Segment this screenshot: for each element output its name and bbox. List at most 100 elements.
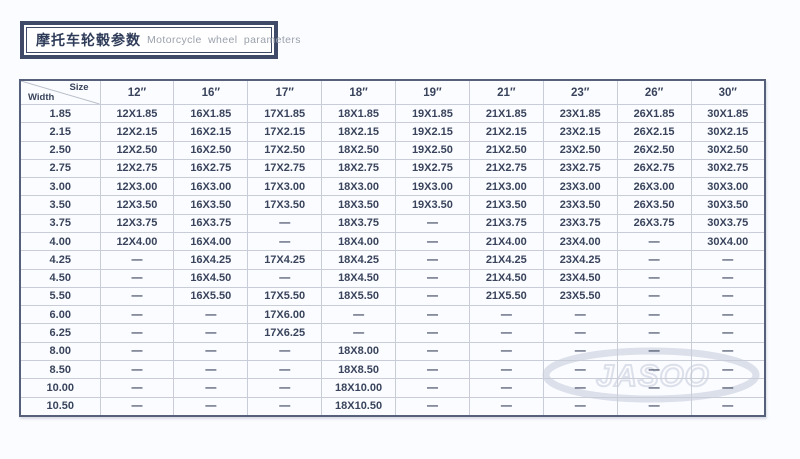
size-cell: — bbox=[616, 359, 692, 380]
size-cell: 21X3.75 bbox=[468, 213, 544, 233]
column-header: 12″ bbox=[99, 79, 175, 105]
corner-size-label: Size bbox=[69, 82, 89, 93]
size-cell: — bbox=[690, 359, 766, 380]
size-cell: 18X8.00 bbox=[321, 341, 396, 361]
size-cell: 16X5.50 bbox=[173, 286, 249, 307]
size-cell: 17X1.85 bbox=[247, 103, 323, 124]
size-cell: 18X1.85 bbox=[321, 103, 396, 124]
size-cell: 30X2.15 bbox=[690, 122, 766, 142]
size-cell: 21X4.25 bbox=[468, 250, 544, 270]
size-cell: — bbox=[99, 250, 175, 270]
size-cell: 21X2.15 bbox=[468, 122, 544, 142]
size-cell: 17X2.75 bbox=[247, 158, 323, 179]
size-cell: 16X2.50 bbox=[173, 140, 249, 160]
size-cell: 26X2.75 bbox=[616, 158, 692, 179]
column-header: 19″ bbox=[395, 79, 470, 105]
diagonal-line bbox=[21, 81, 99, 104]
size-cell: — bbox=[99, 305, 175, 325]
size-cell: 12X3.00 bbox=[99, 177, 175, 197]
size-cell: — bbox=[542, 305, 618, 325]
size-cell: — bbox=[690, 378, 766, 398]
row-width-header: 6.00 bbox=[19, 305, 101, 325]
size-cell: 21X5.50 bbox=[468, 286, 544, 307]
table-row: 10.50— — —18X10.50— — — — — bbox=[19, 396, 766, 417]
size-cell: — bbox=[247, 341, 323, 361]
size-cell: — bbox=[395, 323, 470, 343]
size-cell: — bbox=[247, 213, 323, 233]
row-width-header: 3.75 bbox=[19, 213, 101, 233]
row-width-header: 8.00 bbox=[19, 341, 101, 361]
size-cell: 18X5.50 bbox=[321, 286, 396, 307]
size-cell: 18X8.50 bbox=[321, 359, 396, 380]
title-box: 摩托车轮毂参数 Motorcycle wheel parameters bbox=[20, 21, 301, 59]
row-width-header: 3.50 bbox=[19, 195, 101, 215]
size-cell: 23X3.50 bbox=[542, 195, 618, 215]
size-cell: 23X4.00 bbox=[542, 231, 618, 252]
size-cell: 18X4.25 bbox=[321, 250, 396, 270]
size-cell: — bbox=[690, 396, 766, 417]
size-cell: 23X4.50 bbox=[542, 268, 618, 288]
table-row: 4.50—16X4.50—18X4.50—21X4.50 23X4.50— — bbox=[19, 268, 766, 288]
size-cell: 21X4.50 bbox=[468, 268, 544, 288]
size-cell: 16X4.25 bbox=[173, 250, 249, 270]
size-cell: — bbox=[616, 323, 692, 343]
wheel-parameters-table: Size Width 12″ 16″ 17″ 18″ 19″ 21″ 23″ 26″ 30″ 1… bbox=[19, 79, 766, 417]
table-row: 2.15 12X2.15 16X2.15 17X2.15 18X2.15 19X2.15 2… bbox=[19, 122, 766, 142]
size-cell: 30X3.00 bbox=[690, 177, 766, 197]
size-cell: — bbox=[173, 341, 249, 361]
size-cell: 26X2.50 bbox=[616, 140, 692, 160]
size-cell: — bbox=[395, 268, 470, 288]
size-cell: — bbox=[616, 268, 692, 288]
table-row: 3.75 12X3.75 16X3.75—18X3.75—21X3.75 23X3.7… bbox=[19, 213, 766, 233]
size-cell: 23X3.75 bbox=[542, 213, 618, 233]
table-row: 3.00 12X3.00 16X3.00 17X3.00 18X3.00 19X3.00 2… bbox=[19, 177, 766, 197]
size-cell: 17X2.50 bbox=[247, 140, 323, 160]
size-cell: — bbox=[616, 396, 692, 417]
size-cell: — bbox=[616, 378, 692, 398]
size-cell: 16X3.00 bbox=[173, 177, 249, 197]
size-cell: — bbox=[468, 305, 544, 325]
size-cell: 12X4.00 bbox=[99, 231, 175, 252]
size-cell: 17X2.15 bbox=[247, 122, 323, 142]
size-cell: 17X3.00 bbox=[247, 177, 323, 197]
size-cell: — bbox=[99, 268, 175, 288]
title-box-content: 摩托车轮毂参数 Motorcycle wheel parameters bbox=[26, 27, 301, 53]
size-cell: 18X2.75 bbox=[321, 158, 396, 179]
row-width-header: 10.00 bbox=[19, 378, 101, 398]
row-width-header: 6.25 bbox=[19, 323, 101, 343]
size-cell: — bbox=[247, 359, 323, 380]
size-cell: 16X1.85 bbox=[173, 103, 249, 124]
size-cell: 19X3.00 bbox=[395, 177, 470, 197]
size-cell: 30X3.75 bbox=[690, 213, 766, 233]
row-width-header: 3.00 bbox=[19, 177, 101, 197]
size-cell: — bbox=[173, 359, 249, 380]
size-cell: 19X2.75 bbox=[395, 158, 470, 179]
size-cell: — bbox=[99, 359, 175, 380]
table-row: 6.00— —17X6.00— — — — — — bbox=[19, 305, 766, 325]
size-cell: — bbox=[247, 268, 323, 288]
size-cell: — bbox=[468, 378, 544, 398]
size-cell: 18X3.00 bbox=[321, 177, 396, 197]
size-cell: 17X6.25 bbox=[247, 323, 323, 343]
size-cell: 23X2.75 bbox=[542, 158, 618, 179]
size-cell: 23X3.00 bbox=[542, 177, 618, 197]
size-cell: 26X3.75 bbox=[616, 213, 692, 233]
table-row: 3.50 12X3.50 16X3.50 17X3.50 18X3.50 19X3.50 2… bbox=[19, 195, 766, 215]
size-cell: — bbox=[173, 323, 249, 343]
table-row: 1.85 12X1.85 16X1.85 17X1.85 18X1.85 19X1.85 2… bbox=[19, 103, 766, 124]
row-width-header: 8.50 bbox=[19, 359, 101, 380]
size-cell: 21X3.00 bbox=[468, 177, 544, 197]
size-cell: — bbox=[690, 268, 766, 288]
size-cell: — bbox=[542, 378, 618, 398]
size-cell: 21X2.50 bbox=[468, 140, 544, 160]
size-cell: 30X3.50 bbox=[690, 195, 766, 215]
size-cell: 18X2.15 bbox=[321, 122, 396, 142]
size-cell: — bbox=[395, 231, 470, 252]
row-width-header: 2.15 bbox=[19, 122, 101, 142]
corner-width-label: Width bbox=[28, 92, 55, 103]
size-cell: — bbox=[321, 323, 396, 343]
size-cell: — bbox=[542, 341, 618, 361]
size-cell: 19X2.15 bbox=[395, 122, 470, 142]
size-cell: 16X4.00 bbox=[173, 231, 249, 252]
column-header: 17″ bbox=[247, 79, 323, 105]
